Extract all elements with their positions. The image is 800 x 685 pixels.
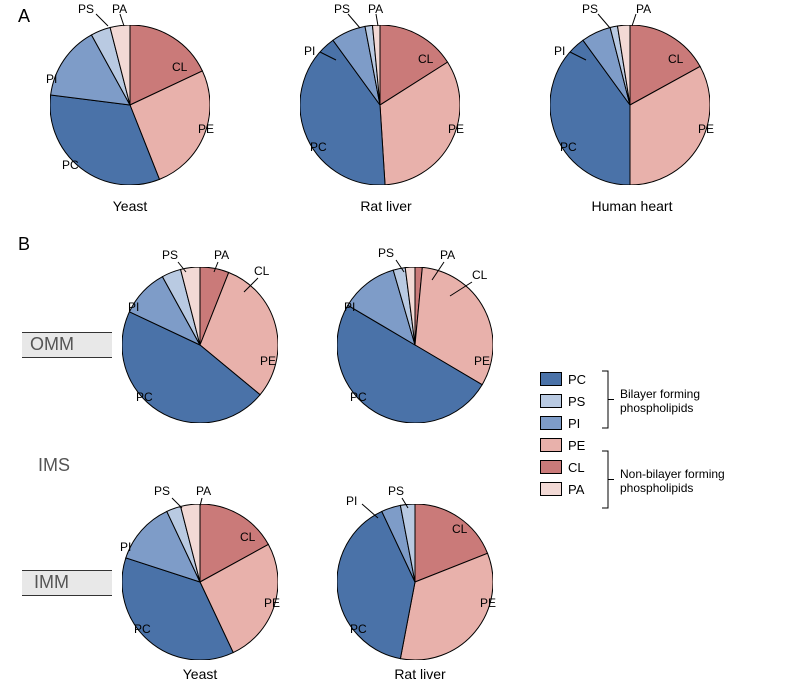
legend-swatch-cl	[540, 460, 562, 474]
label-pc: PC	[136, 390, 153, 404]
legend-swatch-pe	[540, 438, 562, 452]
label-pe: PE	[198, 122, 214, 136]
caption-yeast-b: Yeast	[170, 666, 230, 682]
label-pi: PI	[46, 72, 57, 86]
legend-row-pi: PI	[540, 412, 586, 434]
label-pe: PE	[474, 354, 490, 368]
legend-row-cl: CL	[540, 456, 586, 478]
label-pa: PA	[196, 484, 211, 498]
label-pc: PC	[310, 140, 327, 154]
legend-row-ps: PS	[540, 390, 586, 412]
label-pe: PE	[698, 122, 714, 136]
label-pi: PI	[120, 540, 131, 554]
label-pi: PI	[344, 300, 355, 314]
label-cl: CL	[472, 268, 487, 282]
label-pa: PA	[440, 248, 455, 262]
legend-text-pi: PI	[568, 416, 580, 431]
label-pa: PA	[214, 248, 229, 262]
label-cl: CL	[172, 60, 187, 74]
legend-swatch-ps	[540, 394, 562, 408]
label-pe: PE	[480, 596, 496, 610]
ims-label: IMS	[38, 455, 70, 476]
legend-text-pe: PE	[568, 438, 585, 453]
caption-yeast-a: Yeast	[100, 198, 160, 214]
caption-ratliver-a: Rat liver	[346, 198, 426, 214]
label-pe: PE	[264, 596, 280, 610]
label-ps: PS	[388, 484, 404, 498]
label-ps: PS	[154, 484, 170, 498]
label-pi: PI	[346, 494, 357, 508]
label-pc: PC	[134, 622, 151, 636]
legend-swatch-pa	[540, 482, 562, 496]
pie-rat-mito	[300, 25, 460, 185]
pie-human-mito	[550, 25, 710, 185]
caption-humanheart-a: Human heart	[582, 198, 682, 214]
legend-group-1: Non-bilayer formingphospholipids	[620, 467, 770, 496]
label-pc: PC	[560, 140, 577, 154]
label-cl: CL	[452, 522, 467, 536]
caption-ratliver-b: Rat liver	[380, 666, 460, 682]
label-pc: PC	[62, 158, 79, 172]
imm-label: IMM	[34, 572, 69, 593]
legend-swatch-pi	[540, 416, 562, 430]
label-ps: PS	[582, 2, 598, 16]
label-cl: CL	[240, 530, 255, 544]
legend-text-pc: PC	[568, 372, 586, 387]
legend-row-pe: PE	[540, 434, 586, 456]
label-pa: PA	[636, 2, 651, 16]
label-pi: PI	[128, 300, 139, 314]
label-pa: PA	[368, 2, 383, 16]
panel-b-label: B	[18, 234, 30, 255]
legend-text-cl: CL	[568, 460, 585, 475]
legend-swatch-pc	[540, 372, 562, 386]
label-cl: CL	[668, 52, 683, 66]
label-pe: PE	[260, 354, 276, 368]
label-pi: PI	[554, 44, 565, 58]
label-pi: PI	[304, 44, 315, 58]
label-cl: CL	[418, 52, 433, 66]
label-cl: CL	[254, 264, 269, 278]
legend-text-ps: PS	[568, 394, 585, 409]
label-pc: PC	[350, 390, 367, 404]
label-ps: PS	[334, 2, 350, 16]
legend: PCPSPIBilayer formingphospholipidsPECLPA…	[540, 368, 586, 500]
label-ps: PS	[162, 248, 178, 262]
pie-rat-imm	[337, 504, 493, 660]
label-ps: PS	[78, 2, 94, 16]
pie-yeast-imm	[122, 504, 278, 660]
label-pc: PC	[350, 622, 367, 636]
omm-label: OMM	[30, 334, 74, 355]
legend-row-pa: PA	[540, 478, 586, 500]
legend-row-pc: PC	[540, 368, 586, 390]
label-pa: PA	[112, 2, 127, 16]
label-ps: PS	[378, 246, 394, 260]
label-pe: PE	[448, 122, 464, 136]
panel-a-label: A	[18, 6, 30, 27]
legend-text-pa: PA	[568, 482, 584, 497]
legend-group-0: Bilayer formingphospholipids	[620, 387, 770, 416]
